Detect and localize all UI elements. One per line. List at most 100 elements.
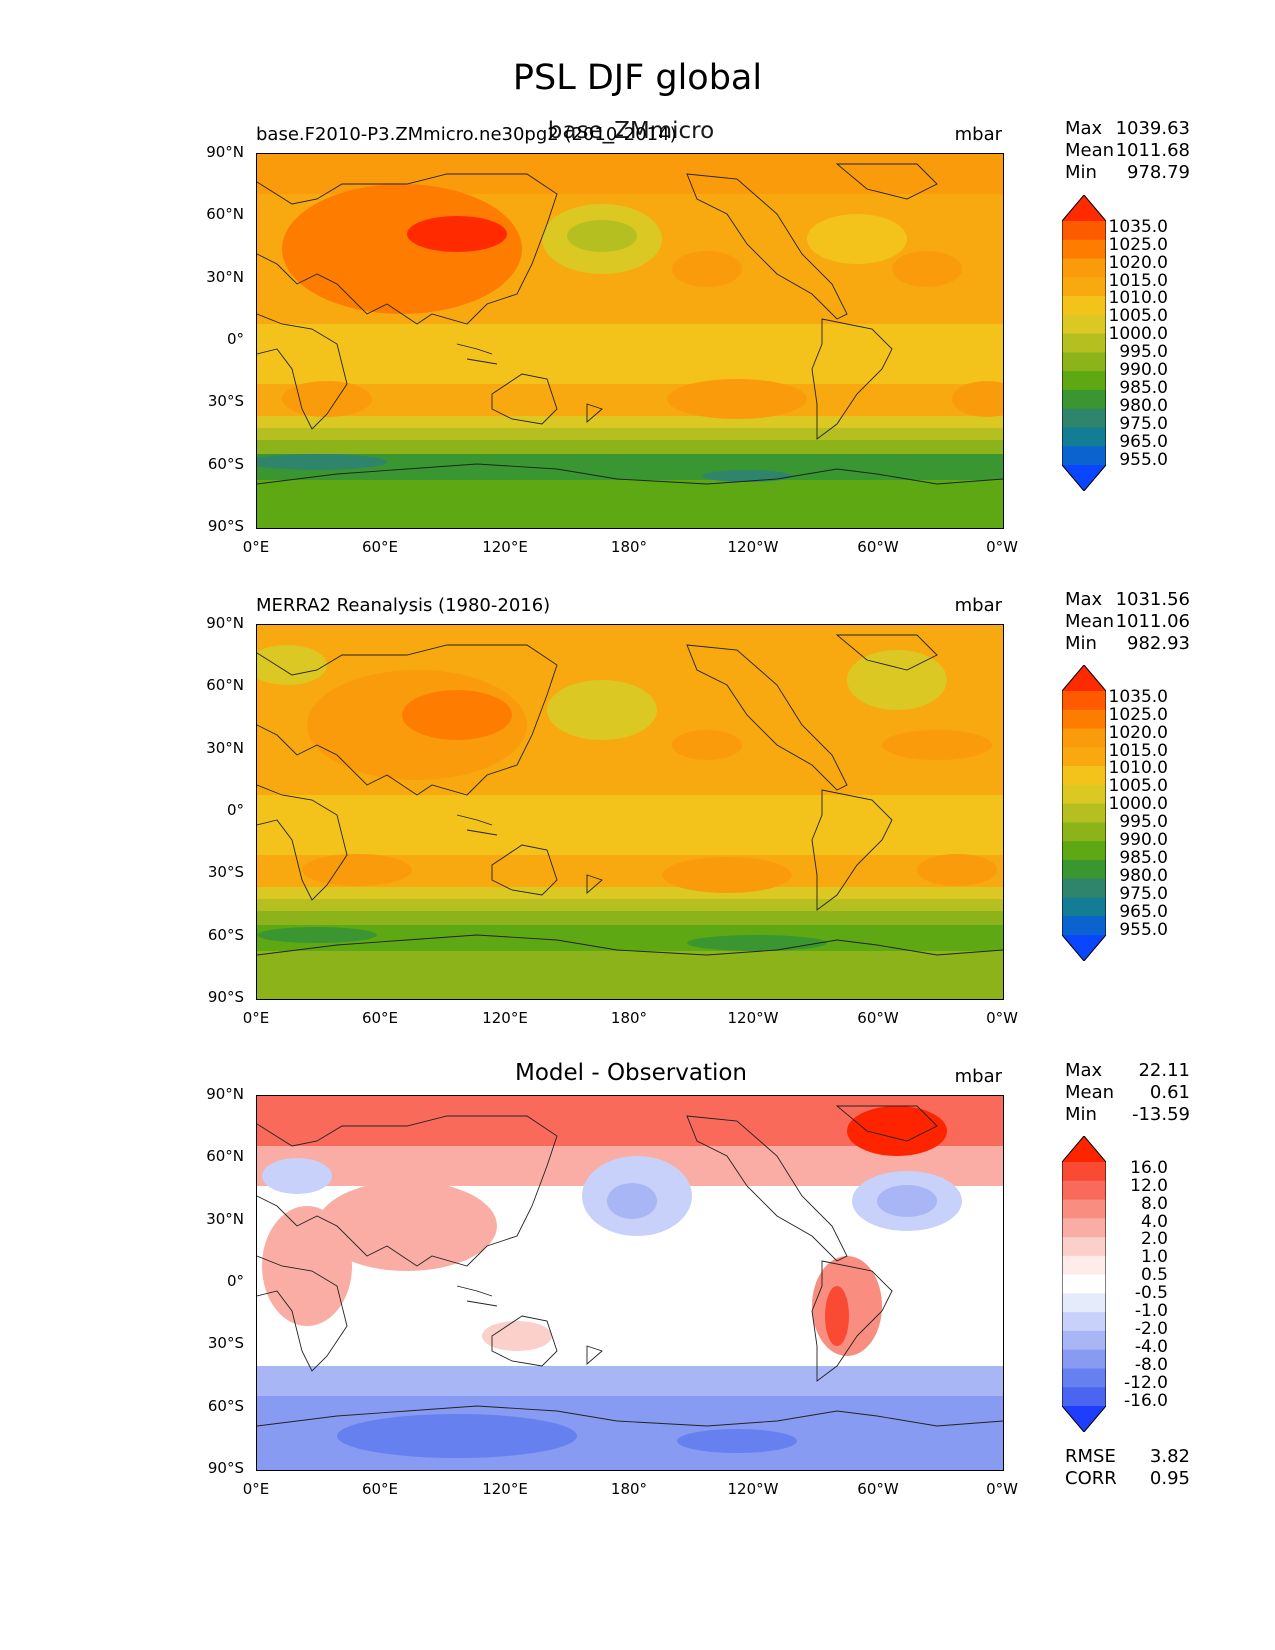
p2-stat-mean-label: Mean — [1065, 611, 1115, 632]
p3-lat-label: 0° — [226, 1272, 244, 1290]
p3-stat-min-label: Min — [1065, 1104, 1097, 1125]
europe-negative — [262, 1158, 332, 1194]
p2-lon-label: 180° — [610, 1009, 648, 1027]
p2-cbar-label: 1015.0 — [1108, 741, 1168, 761]
colorbar-swatch — [1062, 1136, 1106, 1162]
colorbar-swatch — [1062, 314, 1106, 335]
corr-label: CORR — [1065, 1468, 1117, 1489]
p1-cbar-label: 995.0 — [1119, 342, 1168, 362]
colorbar-swatch — [1062, 1162, 1106, 1182]
north-atlantic-core — [877, 1185, 937, 1217]
p1-cbar-label: 980.0 — [1119, 396, 1168, 416]
colorbar-swatch — [1062, 333, 1106, 353]
p1-cbar-label: 965.0 — [1119, 432, 1168, 452]
p1-stat-min: 978.79 — [1127, 162, 1190, 183]
panel3-center-title: Model - Observation — [514, 1060, 748, 1086]
p3-cbar-label: 4.0 — [1140, 1212, 1168, 1232]
p1-lon-label: 0°W — [986, 538, 1018, 556]
sh-high-atlantic — [917, 854, 997, 886]
panel3-colorbar — [1062, 1136, 1106, 1432]
siberian-high-core — [407, 216, 507, 252]
azores-high — [892, 251, 962, 287]
p3-stat-max: 22.11 — [1138, 1060, 1190, 1081]
andes-strong-positive — [825, 1286, 849, 1346]
colorbar-swatch — [1062, 897, 1106, 917]
colorbar-swatch — [1062, 665, 1106, 691]
colorbar-swatch — [1062, 728, 1106, 748]
p2-lon-label: 120°W — [727, 1009, 779, 1027]
panel1-map — [256, 153, 1004, 529]
p1-lat-label: 30°N — [206, 268, 244, 286]
p2-lat-label: 90°S — [207, 988, 244, 1006]
p2-stat-max: 1031.56 — [1115, 589, 1190, 610]
p3-lon-label: 120°W — [727, 1480, 779, 1498]
p3-lon-label: 0°E — [242, 1480, 270, 1498]
panel2-field — [257, 625, 1003, 999]
north-pacific-core — [607, 1183, 657, 1219]
panel1-center-title: base_ZMmicro — [547, 118, 715, 144]
p2-cbar-label: 1035.0 — [1108, 687, 1168, 707]
p2-lat-label: 90°N — [206, 614, 244, 632]
p2-lon-label: 60°W — [857, 1009, 899, 1027]
p3-lon-label: 0°W — [986, 1480, 1018, 1498]
p3-lon-label: 60°E — [361, 1480, 399, 1498]
coastlines — [257, 1105, 1003, 1427]
colorbar-swatch — [1062, 446, 1106, 466]
colorbar-swatch — [1062, 1368, 1106, 1388]
aleutian-low-core — [567, 220, 637, 252]
p1-lat-label: 90°S — [207, 517, 244, 535]
colorbar-swatch — [1062, 277, 1106, 297]
p2-lat-label: 30°S — [207, 863, 244, 881]
p3-cbar-label: -2.0 — [1134, 1319, 1168, 1339]
p3-stat-min: -13.59 — [1131, 1104, 1190, 1125]
p3-lat-label: 30°N — [206, 1210, 244, 1228]
panel2-colorbar — [1062, 665, 1106, 961]
p1-cbar-label: 990.0 — [1119, 360, 1168, 380]
antarctic-trough-1 — [257, 454, 387, 470]
panel1-field — [257, 154, 1003, 528]
colorbar-swatch — [1062, 1330, 1106, 1351]
colorbar-swatch — [1062, 709, 1106, 730]
greenland-sea-low — [257, 645, 327, 685]
colorbar-swatch — [1062, 408, 1106, 429]
band-995 — [257, 428, 1003, 440]
p1-cbar-label: 1020.0 — [1108, 253, 1168, 273]
band-995 — [257, 899, 1003, 911]
p1-cbar-label: 1035.0 — [1108, 217, 1168, 237]
p1-stat-max-label: Max — [1065, 118, 1103, 139]
p1-cbar-label: 1025.0 — [1108, 235, 1168, 255]
p3-lat-label: 30°S — [207, 1334, 244, 1352]
africa-positive — [262, 1206, 352, 1326]
sh-high-indian — [302, 854, 412, 886]
p1-cbar-label: 955.0 — [1119, 450, 1168, 470]
p3-cbar-label: -8.0 — [1134, 1355, 1168, 1375]
p2-stat-min-label: Min — [1065, 633, 1097, 654]
p1-lat-label: 60°S — [207, 455, 244, 473]
p3-stat-mean: 0.61 — [1149, 1082, 1190, 1103]
band-990 — [257, 440, 1003, 454]
colorbar-swatch — [1062, 221, 1106, 241]
colorbar-swatch — [1062, 465, 1106, 491]
coastlines — [257, 634, 1003, 956]
colorbar-swatch — [1062, 803, 1106, 823]
antarctic-band — [257, 480, 1003, 528]
p2-stat-max-label: Max — [1065, 589, 1103, 610]
panel3-field — [257, 1096, 1003, 1470]
p3-lat-label: 90°S — [207, 1459, 244, 1477]
p3-cbar-label: -12.0 — [1124, 1373, 1168, 1393]
band-985 — [257, 925, 1003, 951]
siberian-high — [282, 184, 522, 314]
p3-cbar-label: -0.5 — [1134, 1283, 1168, 1303]
p2-cbar-label: 1000.0 — [1108, 794, 1168, 814]
p3-cbar-label: -1.0 — [1134, 1301, 1168, 1321]
panel3-units: mbar — [954, 1066, 1002, 1087]
antarctic-strong-negative — [337, 1414, 577, 1458]
panel3-map — [256, 1095, 1004, 1471]
siberian-high-core — [402, 690, 512, 740]
p3-cbar-label: 1.0 — [1140, 1247, 1168, 1267]
p2-cbar-label: 1005.0 — [1108, 776, 1168, 796]
asia-positive — [317, 1181, 497, 1271]
colorbar-swatch — [1062, 916, 1106, 936]
p2-lat-label: 60°S — [207, 926, 244, 944]
greenland-strong-positive — [847, 1106, 947, 1156]
